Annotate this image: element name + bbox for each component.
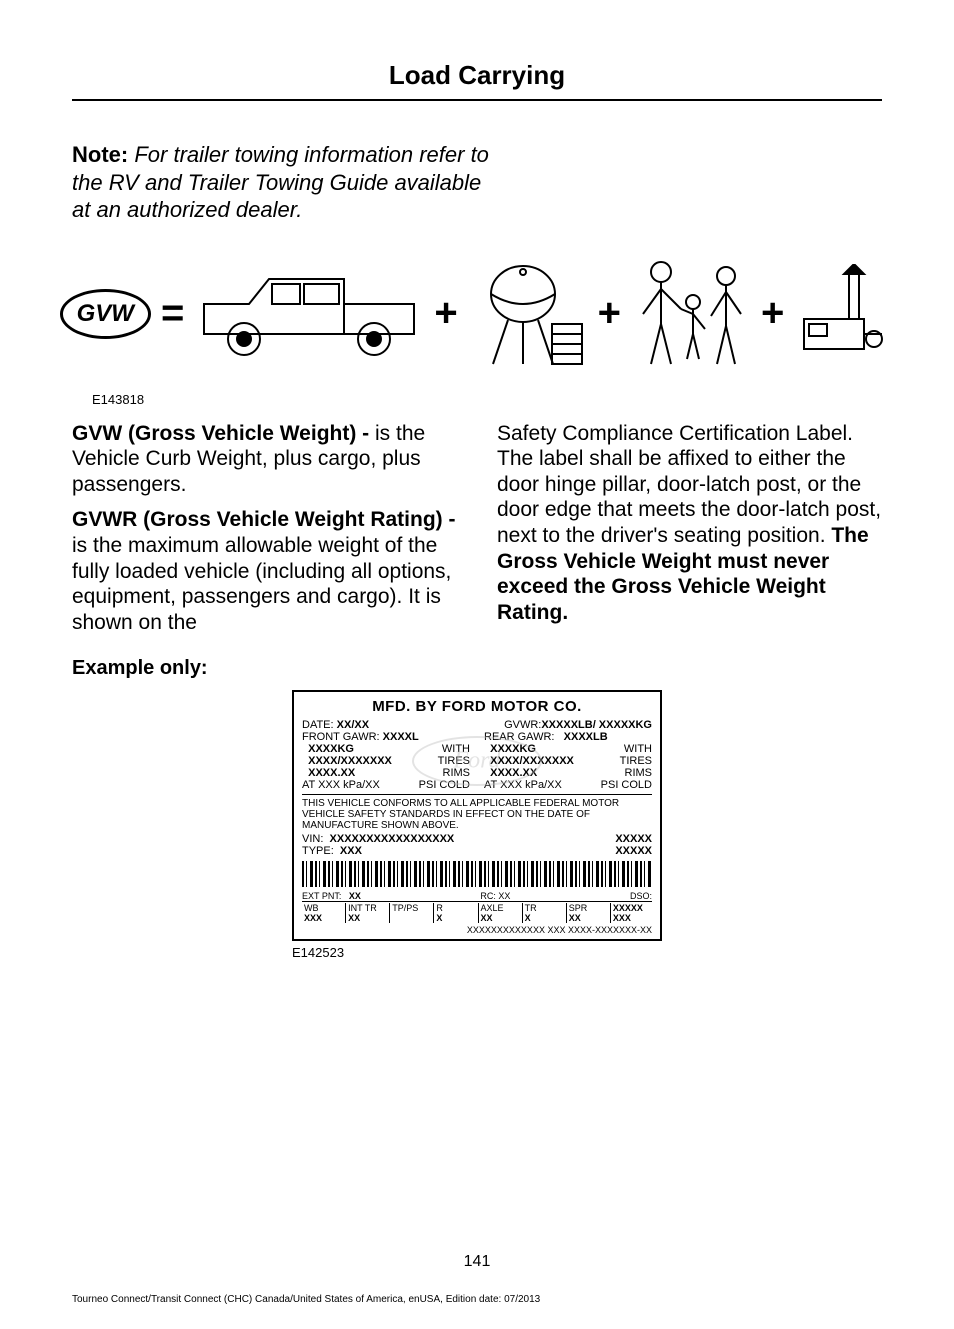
cert-type: TYPE: XXX — [302, 845, 362, 857]
certification-label-figure: MFD. BY FORD MOTOR CO. DATE: XX/XX GVWR:… — [72, 690, 882, 960]
right-column: Safety Compliance Certification Label. T… — [497, 421, 882, 646]
plus-sign-1: + — [434, 291, 457, 336]
cert-front-gawr: FRONT GAWR: XXXXL — [302, 731, 470, 743]
gvwr-term: GVWR (Gross Vehicle Weight Rating) - — [72, 508, 456, 531]
body-columns: GVW (Gross Vehicle Weight) - is the Vehi… — [72, 421, 882, 646]
cert-bottom-codes: XXXXXXXXXXXXX XXX XXXX-XXXXXXX-XX — [302, 925, 652, 935]
figure-code-1: E143818 — [92, 392, 882, 407]
left-column: GVW (Gross Vehicle Weight) - is the Vehi… — [72, 421, 457, 646]
example-only-label: Example only: — [72, 657, 882, 680]
cert-title: MFD. BY FORD MOTOR CO. — [302, 698, 652, 715]
cert-date: DATE: XX/XX — [302, 719, 369, 731]
cert-side-code-2: XXXXX — [615, 845, 652, 857]
page-title: Load Carrying — [72, 60, 882, 101]
plus-sign-2: + — [598, 291, 621, 336]
compliance-paragraph: Safety Compliance Certification Label. T… — [497, 421, 882, 626]
gvw-equation-diagram: GVW = + + + — [72, 254, 882, 374]
cert-rear-spec: XXXXKG WITH XXXX/XXXXXXX TIRES XXXX.XX R… — [484, 743, 652, 791]
people-icon — [631, 254, 751, 374]
cert-dso: DSO: — [630, 891, 652, 901]
page-number: 141 — [0, 1253, 954, 1271]
cert-front-spec: XXXXKG WITH XXXX/XXXXXXX TIRES XXXX.XX R… — [302, 743, 470, 791]
certification-label: MFD. BY FORD MOTOR CO. DATE: XX/XX GVWR:… — [292, 690, 662, 941]
barcode — [302, 861, 652, 887]
footer-meta: Tourneo Connect/Transit Connect (CHC) Ca… — [72, 1294, 540, 1305]
note-label: Note: — [72, 142, 128, 167]
gvw-definition: GVW (Gross Vehicle Weight) - is the Vehi… — [72, 421, 457, 498]
figure-code-2: E142523 — [292, 945, 344, 960]
cert-side-code-1: XXXXX — [615, 833, 652, 845]
gvwr-desc: is the maximum allowable weight of the f… — [72, 534, 451, 634]
note-block: Note: For trailer towing information ref… — [72, 141, 492, 224]
cert-compliance-statement: THIS VEHICLE CONFORMS TO ALL APPLICABLE … — [302, 798, 652, 831]
truck-icon — [194, 259, 424, 369]
cert-gvwr: GVWR:XXXXXLB/ XXXXXKG — [504, 719, 652, 731]
gvwr-definition: GVWR (Gross Vehicle Weight Rating) - is … — [72, 507, 457, 635]
cert-bottom-grid: WBXXX INT TRXX TP/PS RX AXLEXX TRX SPRXX… — [302, 901, 652, 923]
cert-rc: RC: XX — [480, 891, 510, 901]
cert-rear-gawr: REAR GAWR: XXXXLB — [484, 731, 652, 743]
gvw-term: GVW (Gross Vehicle Weight) - — [72, 422, 369, 445]
equals-sign: = — [161, 291, 184, 336]
gvw-oval-label: GVW — [60, 289, 151, 339]
cert-ext-pnt: EXT PNT: XX — [302, 891, 361, 901]
cert-vin: VIN: XXXXXXXXXXXXXXXXX — [302, 833, 454, 845]
grill-icon — [468, 254, 588, 374]
note-text: For trailer towing information refer to … — [72, 142, 489, 222]
compliance-text: Safety Compliance Certification Label. T… — [497, 422, 881, 547]
plus-sign-3: + — [761, 291, 784, 336]
equipment-icon — [794, 264, 894, 364]
